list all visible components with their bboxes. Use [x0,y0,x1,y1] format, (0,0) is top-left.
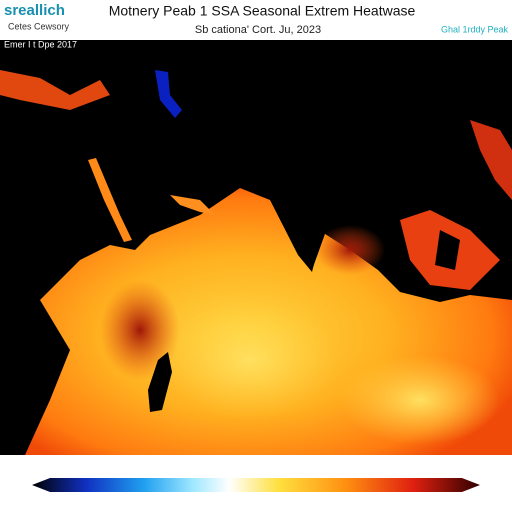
date-note: Emer I t Dpe 2017 [4,39,77,49]
warm-spot [340,355,500,445]
east-coast [470,120,512,200]
madagascar [148,352,172,412]
corner-note: Ghal 1rddy Peak [441,24,509,34]
persian-gulf [170,195,215,215]
red-sea [88,158,132,242]
hot-spot [100,280,180,380]
title: Motnery Peab 1 SSA Seasonal Extrem Heatw… [109,3,416,19]
map [0,40,512,455]
subtitle: Sb cationa' Cort. Ju, 2023 [195,24,321,36]
logo: sreallich [4,2,65,19]
colorbar [32,478,480,492]
logo-sub: Cetes Cewsory [8,21,70,31]
hot-spot [315,225,385,275]
caspian [155,70,182,118]
colorbar-ramp [32,478,480,492]
se-asia-land [435,230,460,270]
india-land [255,170,330,270]
mediterranean [0,70,110,110]
warm-spot [160,300,340,420]
header-bg [0,0,512,40]
